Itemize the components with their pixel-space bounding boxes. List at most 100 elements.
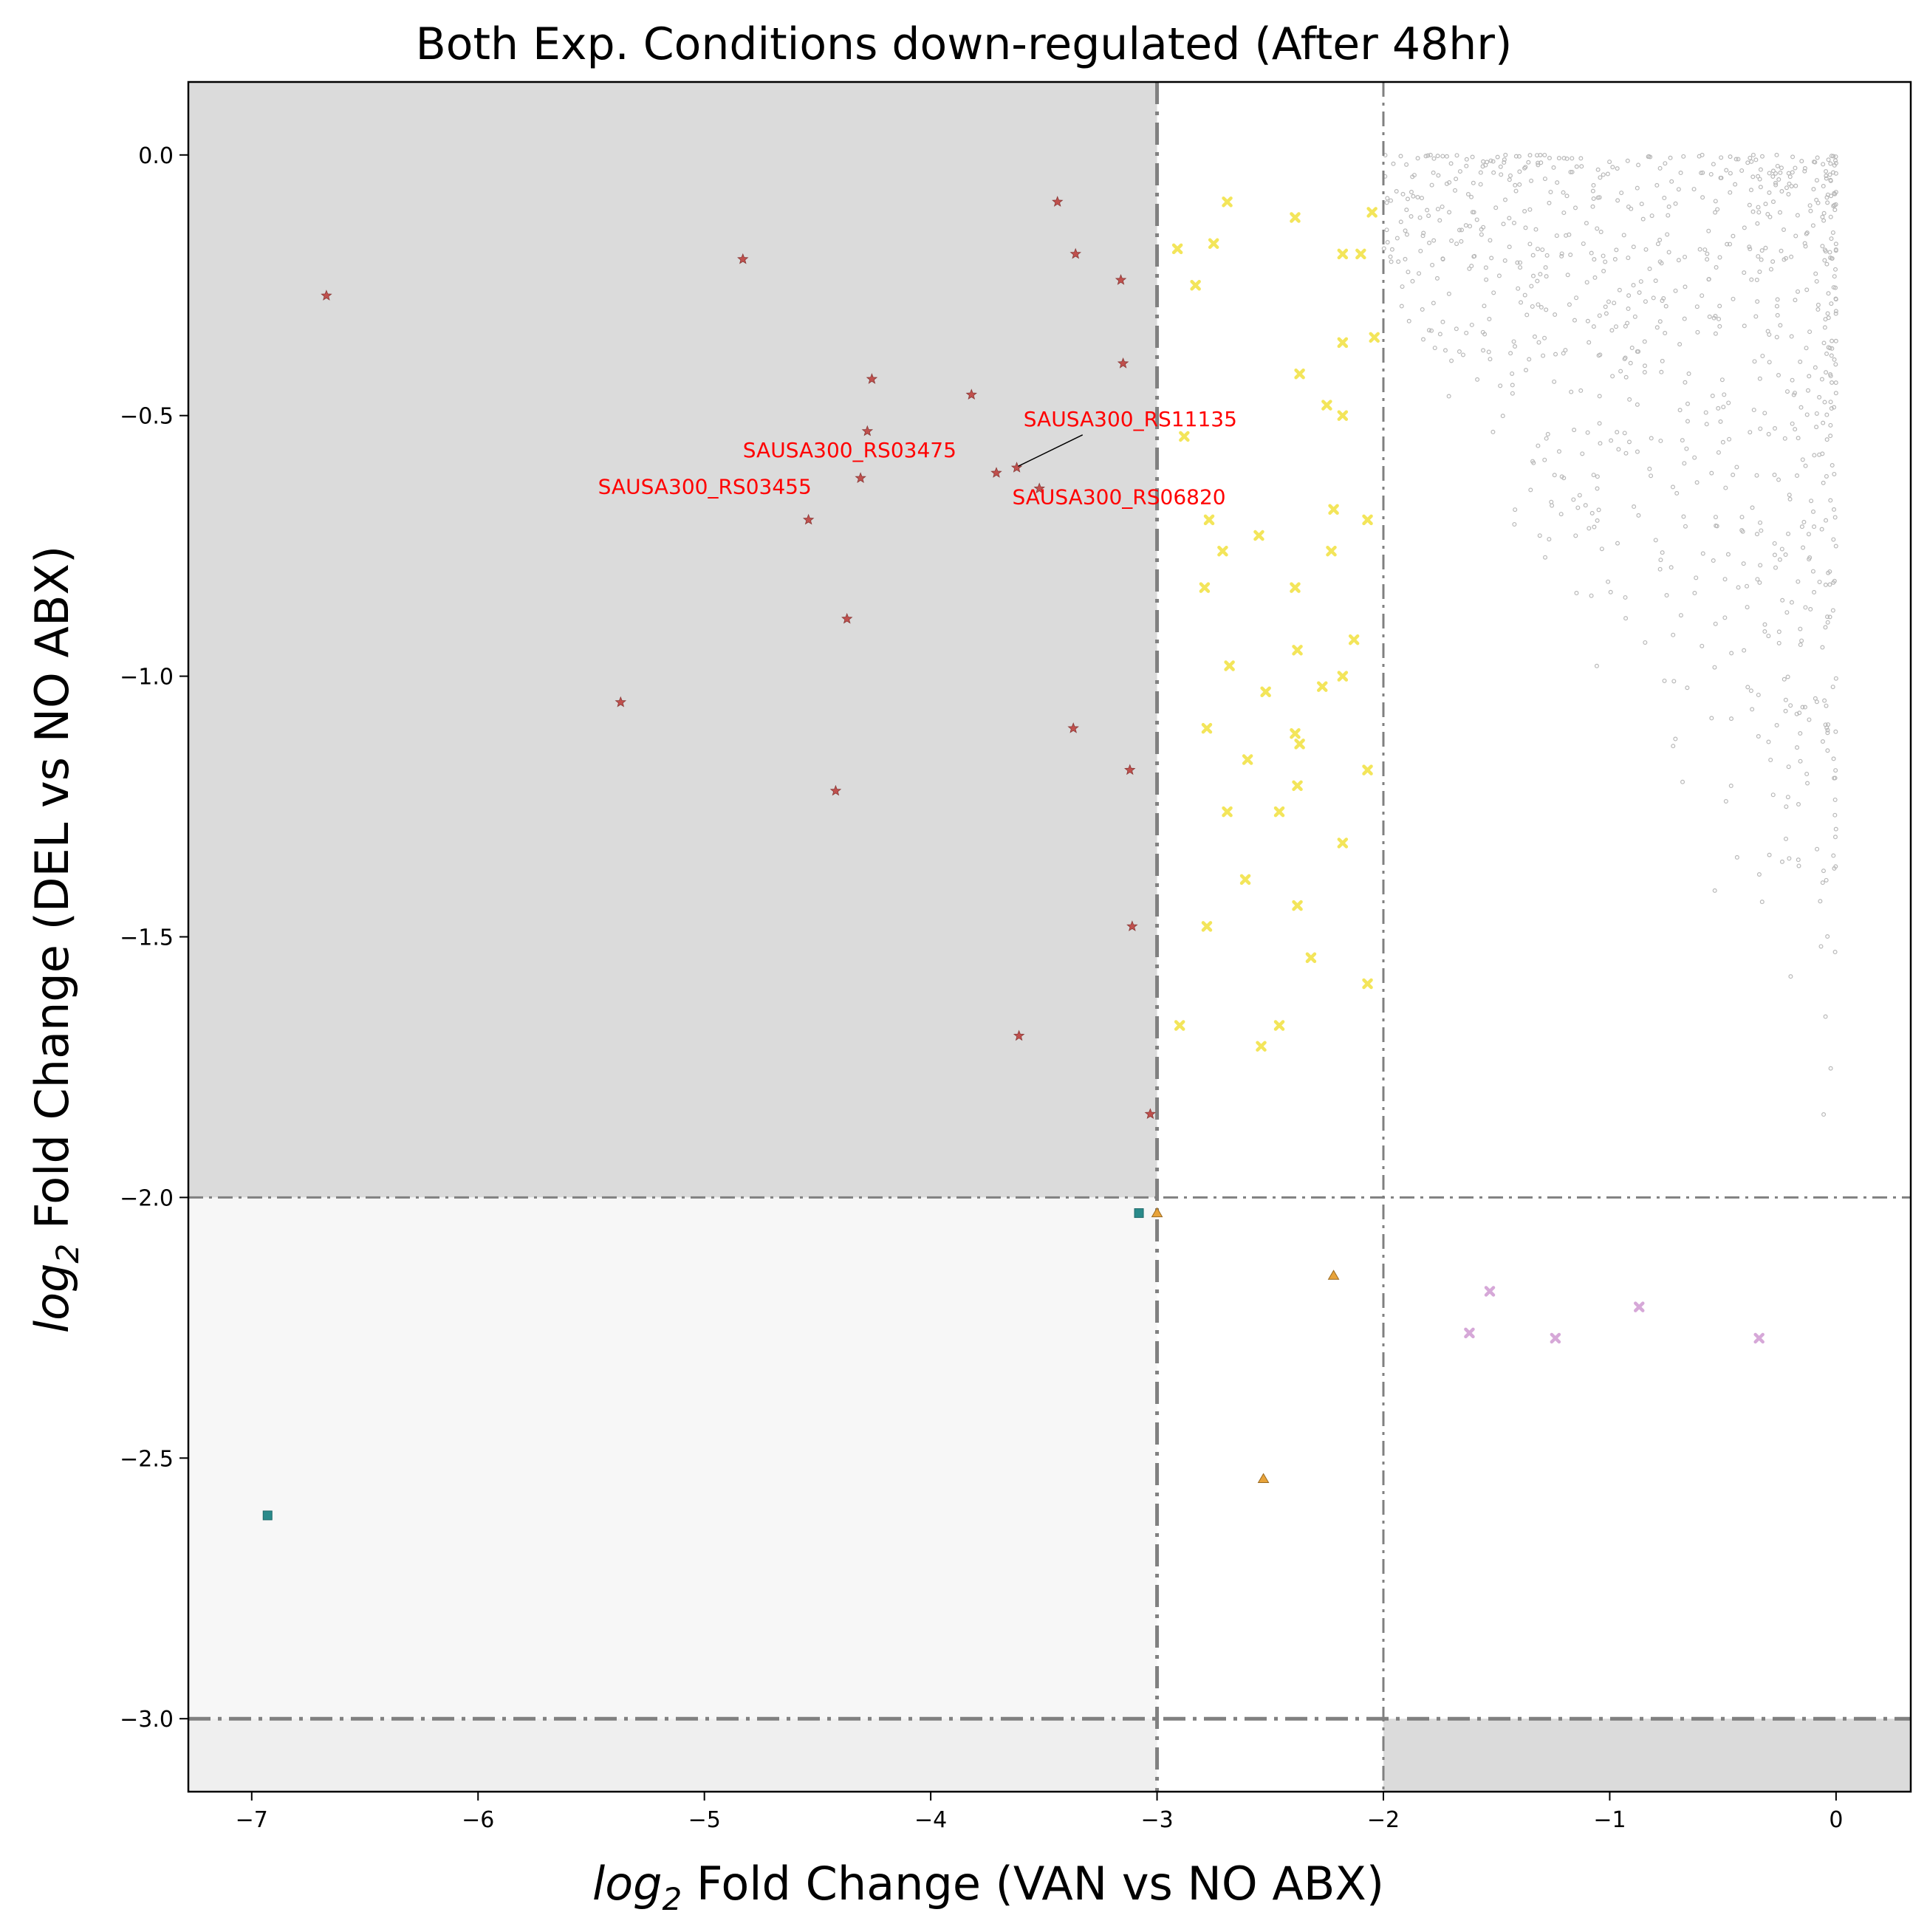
background-point [1824, 176, 1829, 181]
background-point [1590, 188, 1595, 193]
background-point [1512, 521, 1517, 527]
background-point [1833, 267, 1838, 272]
background-point [1832, 797, 1838, 802]
data-point [1634, 1301, 1645, 1312]
data-point [1013, 1030, 1025, 1041]
background-point [1807, 203, 1813, 208]
background-point [1827, 250, 1832, 255]
background-point [1832, 202, 1837, 208]
background-point [1608, 589, 1613, 595]
background-point [1547, 156, 1552, 161]
background-point [1803, 244, 1808, 249]
background-point [1822, 258, 1827, 263]
background-point [1824, 169, 1829, 174]
background-point [1431, 238, 1437, 243]
background-point [1798, 643, 1803, 648]
background-point [1516, 154, 1522, 159]
background-point [1807, 329, 1813, 335]
background-point [1531, 273, 1536, 278]
background-point [1440, 204, 1445, 209]
background-point [1597, 394, 1602, 399]
data-point [855, 472, 866, 484]
background-point [1804, 231, 1809, 236]
data-point [1010, 462, 1023, 473]
data-point [1464, 1327, 1475, 1339]
background-point [1826, 345, 1831, 350]
background-point [1822, 698, 1827, 703]
background-point [1629, 346, 1635, 351]
data-point [1203, 514, 1215, 526]
background-point [1767, 214, 1773, 219]
background-point [1819, 527, 1824, 532]
background-point [1479, 227, 1484, 232]
background-point [1495, 154, 1500, 160]
background-point [1423, 154, 1428, 159]
background-point [1830, 230, 1835, 235]
annotation-label-4: SAUSA300_RS06820 [1012, 485, 1225, 510]
data-point [1294, 368, 1305, 380]
background-point [1639, 202, 1644, 207]
background-points [1381, 152, 1838, 1117]
background-point [1460, 352, 1465, 357]
background-point [1655, 242, 1660, 247]
data-point [737, 253, 749, 264]
background-point [1789, 254, 1794, 259]
background-point [1776, 629, 1781, 634]
background-point [1533, 227, 1538, 232]
background-point [1406, 270, 1411, 275]
background-point [1825, 727, 1830, 733]
background-point [1579, 164, 1584, 169]
background-point [1489, 256, 1494, 261]
background-point [1561, 351, 1566, 356]
background-point [1551, 165, 1556, 170]
background-point [1535, 153, 1540, 158]
background-point [1403, 256, 1408, 261]
background-point [1774, 152, 1779, 157]
data-point [1179, 431, 1190, 442]
background-point [1532, 334, 1537, 339]
data-point [1369, 332, 1380, 343]
background-point [1799, 524, 1804, 530]
background-point [1781, 227, 1787, 233]
background-point [1501, 222, 1506, 227]
data-point [1326, 545, 1337, 557]
background-point [1538, 305, 1544, 310]
data-point [1362, 764, 1373, 775]
background-point [1694, 304, 1700, 309]
background-point [1775, 297, 1780, 302]
background-point [1643, 299, 1648, 304]
background-point [1825, 934, 1830, 939]
background-point [1790, 377, 1795, 383]
background-point [1446, 291, 1451, 296]
data-point [1292, 645, 1303, 656]
background-point [1692, 455, 1697, 460]
background-point [1825, 192, 1830, 197]
background-point [1625, 321, 1630, 326]
background-point [1824, 473, 1829, 479]
background-point [1814, 278, 1819, 284]
data-point [1484, 1286, 1496, 1297]
background-point [1711, 162, 1716, 167]
background-point [1548, 189, 1553, 194]
background-point [1832, 208, 1838, 213]
background-point [1574, 295, 1579, 301]
background-point [1481, 159, 1486, 164]
background-point [1786, 192, 1791, 197]
background-point [1601, 253, 1606, 258]
background-point [1420, 233, 1425, 239]
data-point [1190, 280, 1201, 291]
background-point [1625, 158, 1630, 163]
background-point [1673, 736, 1678, 741]
background-point [1470, 210, 1475, 215]
background-point [1538, 160, 1544, 165]
background-point [1636, 513, 1641, 518]
background-point [1552, 379, 1557, 384]
background-point [1573, 533, 1578, 538]
background-point [1705, 251, 1710, 256]
data-point [1134, 1208, 1144, 1219]
background-point [1786, 171, 1791, 176]
background-point [1767, 360, 1772, 365]
data-point [1362, 514, 1373, 526]
y-tick-label: −2.5 [120, 1446, 174, 1472]
background-point [1683, 380, 1688, 385]
